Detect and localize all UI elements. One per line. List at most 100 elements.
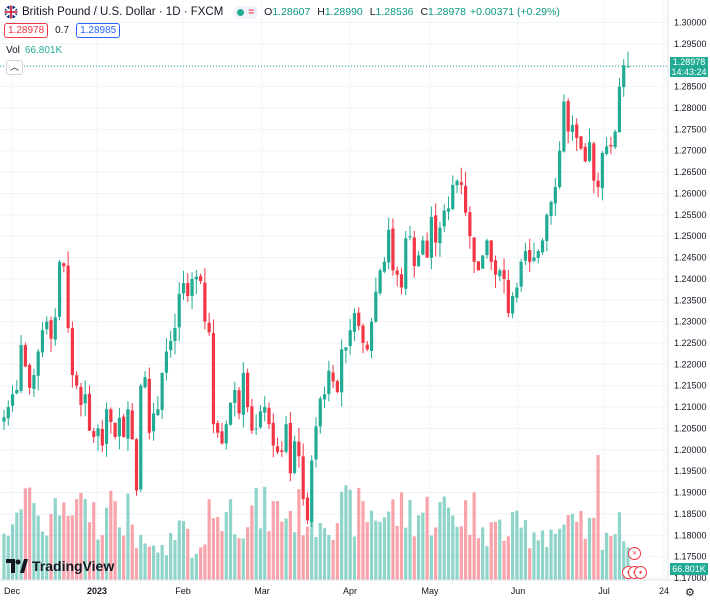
- candle-body: [113, 422, 117, 437]
- candle-body: [515, 287, 519, 298]
- candle-body: [596, 180, 600, 188]
- collapse-legend-button[interactable]: ︿: [6, 60, 23, 75]
- volume-bar: [605, 532, 609, 580]
- price-axis[interactable]: 1.300001.295001.290001.285001.280001.275…: [674, 18, 707, 583]
- candle-body: [365, 344, 369, 350]
- volume-bar: [280, 521, 284, 580]
- price-tick-label: 1.27500: [674, 124, 707, 134]
- candle-body: [523, 251, 528, 261]
- candle-body: [613, 131, 617, 148]
- time-tick-label: Mar: [254, 586, 270, 596]
- volume-bar: [438, 502, 442, 580]
- time-tick-label: Apr: [343, 586, 357, 596]
- volume-bar: [207, 499, 211, 580]
- volume-bar: [79, 492, 83, 580]
- candle-body: [297, 441, 301, 457]
- candle-body: [605, 146, 609, 154]
- candle-body: [2, 417, 6, 422]
- volume-bar: [583, 538, 587, 580]
- volume-legend: Vol 66.801K: [6, 45, 62, 56]
- volume-bar: [10, 524, 15, 580]
- volume-bar: [237, 538, 241, 580]
- time-tick-label: Feb: [175, 586, 191, 596]
- volume-bar: [70, 515, 74, 580]
- volume-bar: [498, 519, 502, 580]
- symbol-title[interactable]: British Pound / U.S. Dollar · 1D · FXCM: [22, 6, 224, 18]
- volume-bar: [459, 526, 463, 580]
- candle-body: [19, 345, 23, 391]
- volume-label: Vol: [6, 45, 20, 56]
- time-tick-label: May: [421, 586, 439, 596]
- candle-body: [181, 283, 186, 294]
- candle-body: [566, 101, 570, 132]
- open-value: 1.28607: [272, 6, 311, 18]
- market-status-pill[interactable]: =: [233, 5, 259, 19]
- volume-bar: [472, 492, 476, 580]
- time-axis[interactable]: Dec 2023 Feb Mar Apr May Jun Jul 24: [4, 586, 669, 596]
- volume-bar: [365, 522, 369, 580]
- buy-button[interactable]: 1.28985: [76, 23, 121, 38]
- volume-bar: [233, 534, 237, 580]
- volume-bar: [36, 515, 40, 580]
- volume-bar: [104, 507, 109, 580]
- candle-body: [250, 406, 254, 431]
- volume-bar: [626, 547, 630, 580]
- dividend-event-icon[interactable]: ✕: [628, 547, 641, 560]
- chevron-up-icon: ︿: [9, 62, 19, 72]
- candle-body: [472, 237, 476, 262]
- symbol-header: British Pound / U.S. Dollar · 1D · FXCM …: [4, 4, 560, 20]
- volume-bar: [412, 536, 416, 580]
- sell-button[interactable]: 1.28978: [4, 23, 49, 38]
- candle-body: [369, 321, 374, 351]
- price-tick-label: 1.23000: [674, 317, 707, 327]
- volume-bar: [523, 519, 528, 580]
- volume-bar: [45, 535, 49, 580]
- price-tick-label: 1.18500: [674, 509, 707, 519]
- candle-body: [451, 184, 455, 209]
- volume-bar: [254, 487, 258, 580]
- volume-bar: [2, 533, 6, 580]
- volume-bar: [596, 455, 600, 580]
- volume-bar: [489, 522, 493, 580]
- price-tick-label: 1.26000: [674, 188, 707, 198]
- volume-bar: [224, 511, 228, 580]
- candle-body: [173, 328, 177, 342]
- volume-bar: [327, 534, 331, 580]
- candle-body: [314, 426, 318, 460]
- volume-bar: [57, 515, 62, 580]
- volume-bar: [506, 536, 510, 580]
- volume-bar: [228, 499, 233, 580]
- volume-bar: [553, 533, 557, 580]
- candle-body: [228, 402, 233, 425]
- candle-body: [96, 428, 100, 437]
- candle-body: [156, 409, 160, 415]
- volume-bar: [558, 528, 562, 580]
- volume-bar: [613, 534, 617, 580]
- volume-bar: [199, 547, 203, 580]
- candle-body: [540, 240, 545, 253]
- candle-body: [528, 249, 532, 262]
- candle-body: [558, 150, 562, 188]
- volume-bar: [493, 521, 498, 580]
- volume-bars: [2, 455, 630, 580]
- candle-body: [609, 145, 613, 147]
- price-candles: [2, 51, 630, 528]
- economic-event-icon-3[interactable]: ●: [634, 566, 647, 579]
- candle-body: [553, 187, 557, 204]
- candle-body: [310, 460, 314, 522]
- candle-body: [40, 330, 45, 353]
- volume-bar: [335, 523, 339, 580]
- candle-body: [318, 398, 322, 427]
- price-tick-label: 1.28500: [674, 82, 707, 92]
- candle-body: [434, 215, 438, 243]
- volume-bar: [545, 547, 549, 580]
- tradingview-logo[interactable]: TradingView: [6, 558, 114, 574]
- volume-bar: [566, 515, 570, 580]
- gear-icon[interactable]: ⚙: [685, 587, 695, 599]
- candle-body: [583, 146, 587, 162]
- last-price-badge: 1.28978 14:43:24: [670, 57, 708, 77]
- ohlc-values: O1.28607 H1.28990 L1.28536 C1.28978: [264, 6, 470, 18]
- candle-body: [357, 312, 361, 326]
- price-tick-label: 1.23500: [674, 295, 707, 305]
